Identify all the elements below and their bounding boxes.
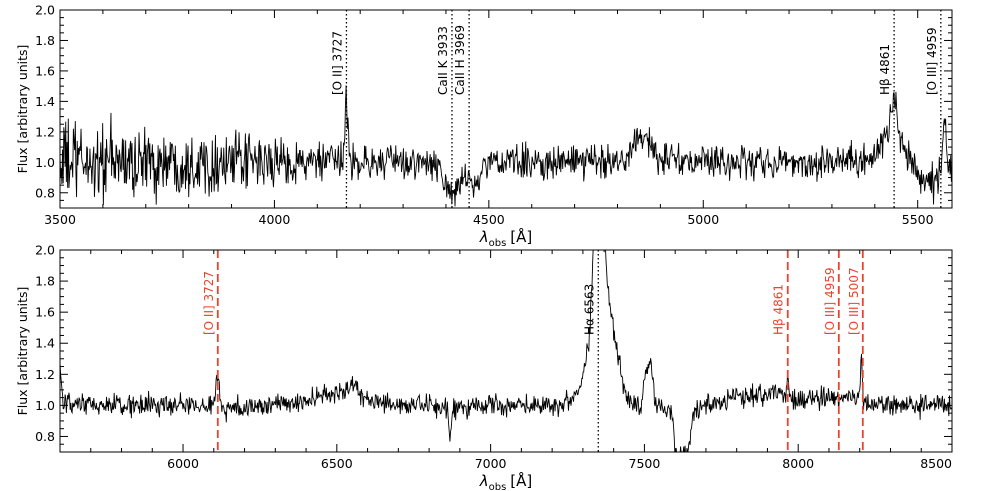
top-x-axis-label: λobs [Å]	[479, 227, 533, 249]
top-y-tick-label-1: 1.0	[35, 155, 55, 170]
top-x-tick-label-0: 3500	[44, 212, 76, 227]
top-marker-label-2: CaII H 3969	[453, 25, 467, 95]
bottom-x-axis-label: λobs [Å]	[479, 471, 533, 491]
top-y-tick-label-4: 1.6	[35, 63, 55, 78]
bottom-marker-label-2: Hβ 4861	[772, 284, 786, 335]
top-plot-frame	[59, 9, 953, 209]
top-x-tick-label-3: 5000	[687, 212, 719, 227]
bottom-y-axis-label: Flux [arbitrary units]	[15, 287, 30, 416]
bottom-x-tick-label-1: 6500	[321, 456, 353, 471]
top-marker-label-0: [O II] 3727	[330, 31, 344, 95]
top-x-tick-label-1: 4000	[259, 212, 291, 227]
top-marker-label-1: CaII K 3933	[436, 26, 450, 95]
bottom-y-tick-label-3: 1.4	[35, 336, 55, 351]
bottom-marker-label-4: [O III] 5007	[847, 267, 861, 335]
bottom-y-tick-label-5: 1.8	[35, 274, 55, 289]
bottom-y-tick-label-0: 0.8	[35, 429, 55, 444]
bottom-x-tick-label-0: 6000	[167, 456, 199, 471]
top-marker-label-3: Hβ 4861	[878, 44, 892, 95]
top-x-tick-label-4: 5500	[902, 212, 934, 227]
top-y-tick-label-2: 1.2	[35, 124, 55, 139]
bottom-y-tick-label-2: 1.2	[35, 367, 55, 382]
bottom-spectrum-line	[60, 250, 952, 452]
top-y-tick-label-3: 1.4	[35, 94, 55, 109]
top-y-tick-label-5: 1.8	[35, 33, 55, 48]
bottom-x-tick-label-4: 8000	[782, 456, 814, 471]
bottom-x-tick-label-3: 7500	[629, 456, 661, 471]
top-y-tick-label-0: 0.8	[35, 185, 55, 200]
bottom-plot-frame	[59, 249, 953, 453]
bottom-y-tick-label-4: 1.6	[35, 305, 55, 320]
top-y-tick-label-6: 2.0	[35, 3, 55, 18]
bottom-marker-label-0: [O II] 3727	[202, 271, 216, 335]
bottom-x-tick-label-5: 8500	[920, 456, 952, 471]
top-y-axis-label: Flux [arbitrary units]	[15, 45, 30, 174]
bottom-spectrum-panel: [O II] 3727 Hα 6563 Hβ 4861 [O III] 4959 [O …	[15, 243, 953, 491]
bottom-x-tick-label-2: 7000	[475, 456, 507, 471]
bottom-y-tick-label-6: 2.0	[35, 243, 55, 258]
bottom-marker-label-3: [O III] 4959	[823, 267, 837, 335]
bottom-marker-label-1: Hα 6563	[582, 284, 596, 335]
top-x-tick-label-2: 4500	[473, 212, 505, 227]
top-spectrum-line	[60, 85, 952, 207]
bottom-y-tick-label-1: 1.0	[35, 398, 55, 413]
top-spectrum-panel: [O II] 3727 CaII K 3933 CaII H 3969 Hβ 4861…	[15, 3, 953, 249]
top-marker-label-4: [O III] 4959	[925, 27, 939, 95]
